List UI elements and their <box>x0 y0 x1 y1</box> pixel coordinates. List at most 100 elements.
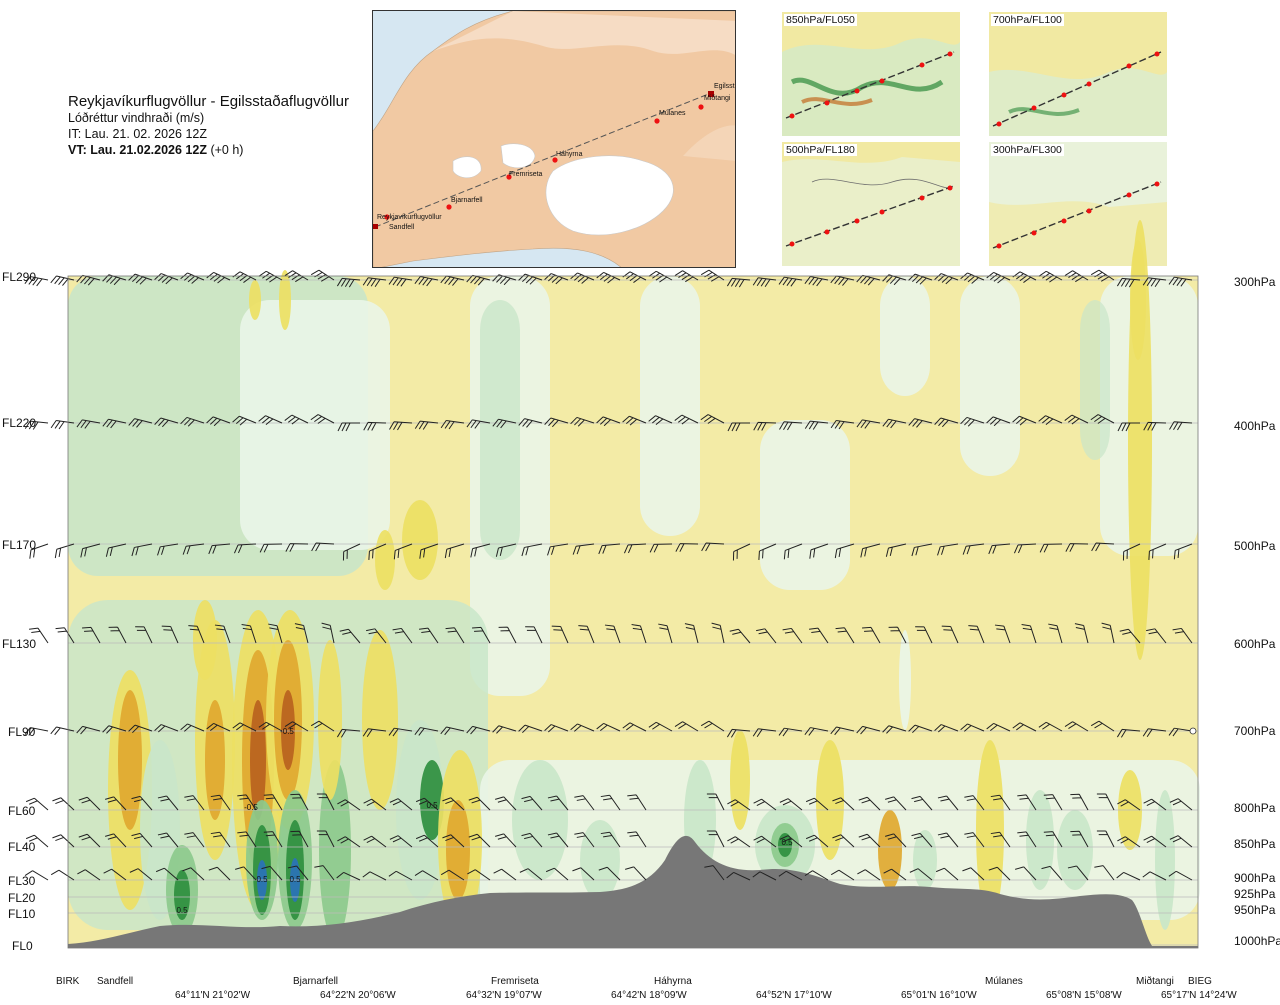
wind-barb <box>182 543 205 555</box>
wind-barb-stroke <box>414 727 439 736</box>
wind-barb-stroke <box>1090 414 1115 424</box>
wind-barb <box>419 543 439 559</box>
wind-barb <box>858 833 881 848</box>
chart-header: Reykjavíkurflugvöllur - Egilsstaðaflugvö… <box>68 94 349 158</box>
wind-barb-stroke <box>804 420 829 430</box>
wind-barb <box>237 794 257 811</box>
wind-barb-stroke <box>753 798 777 811</box>
wind-barb <box>24 727 49 736</box>
wind-barb-stroke <box>337 836 361 848</box>
wind-barb <box>466 419 491 429</box>
wind-barb-stroke <box>290 830 309 848</box>
wind-barb-stroke <box>50 275 75 286</box>
wind-barb-stroke <box>128 418 153 428</box>
wind-barb <box>882 725 907 734</box>
fl-label: FL40 <box>8 840 36 854</box>
wind-barb <box>544 417 569 428</box>
wind-barb-stroke <box>368 543 387 560</box>
wind-barb-stroke <box>729 628 751 644</box>
wind-barb-stroke <box>937 543 959 556</box>
wind-barb <box>753 421 777 431</box>
wind-barb-stroke <box>161 625 179 644</box>
wind-barb-stroke <box>726 871 751 881</box>
wind-barb <box>1090 269 1115 282</box>
wind-barb <box>468 833 491 848</box>
wind-barb-stroke <box>25 797 49 811</box>
wind-barb <box>1169 798 1193 811</box>
wind-barb <box>858 796 881 811</box>
wind-barb-stroke <box>544 273 569 285</box>
wind-barb-stroke <box>600 794 621 811</box>
wind-barb-stroke <box>1168 727 1193 737</box>
map-label-reykjavik: Reykjavíkurflugvöllur <box>377 214 442 221</box>
wind-barb <box>804 727 829 736</box>
wind-barb-stroke <box>336 728 361 738</box>
wind-barb <box>337 799 361 811</box>
wind-barb <box>440 419 465 430</box>
wind-barb-stroke <box>804 276 829 287</box>
wind-barb-stroke <box>105 543 127 557</box>
wind-barb <box>1117 799 1141 811</box>
wind-barb <box>388 276 413 287</box>
wind-barb-stroke <box>1065 543 1089 552</box>
wind-barb-stroke <box>290 793 309 811</box>
wind-barb <box>674 414 699 425</box>
wind-barb-stroke <box>1117 799 1141 811</box>
wind-barb <box>937 543 959 556</box>
wind-barb-stroke <box>50 726 75 736</box>
wind-barb <box>1116 871 1141 881</box>
wind-barb-stroke <box>835 627 855 644</box>
wind-barb <box>674 270 699 283</box>
wind-barb <box>310 414 335 424</box>
wind-barb-stroke <box>604 624 621 644</box>
wind-barb-stroke <box>206 416 231 427</box>
wind-barb-stroke <box>316 830 335 848</box>
vertical-motion-cell <box>318 640 342 800</box>
wind-barb-stroke <box>962 867 985 881</box>
wind-barb-stroke <box>885 796 907 811</box>
wind-barb <box>519 868 543 881</box>
mini-map-300-label: 300hPa/FL300 <box>991 144 1064 156</box>
wind-barb-stroke <box>80 543 101 558</box>
wind-barb-stroke <box>598 543 621 555</box>
wind-barb <box>1038 721 1063 732</box>
chart-subtitle: Lóðréttur vindhraði (m/s) <box>68 111 205 125</box>
wind-barb-stroke <box>495 796 517 811</box>
chart-title: Reykjavíkurflugvöllur - Egilsstaðaflugvö… <box>68 93 349 110</box>
wind-barb-stroke <box>50 869 75 881</box>
contour-label: 0.5 <box>781 838 793 847</box>
wind-barb-stroke <box>990 794 1011 811</box>
wind-barb-stroke <box>467 869 491 881</box>
wind-barb-stroke <box>675 543 699 552</box>
wind-barb <box>964 795 985 811</box>
wind-barb <box>631 624 647 644</box>
wind-barb-stroke <box>129 868 153 881</box>
wind-barb <box>885 543 907 557</box>
hpa-label: 700hPa <box>1234 724 1276 738</box>
wind-barb-stroke <box>105 833 127 848</box>
wind-barb-stroke <box>544 724 569 733</box>
vertical-motion-cell <box>193 600 217 680</box>
wind-barb <box>157 543 179 556</box>
wind-barb <box>131 832 153 848</box>
wind-barb-stroke <box>184 795 205 811</box>
wind-barb-stroke <box>235 866 257 881</box>
wind-barb <box>968 625 985 644</box>
wind-barb <box>962 867 985 881</box>
wind-barb <box>960 416 985 427</box>
wind-barb-stroke <box>188 625 205 644</box>
mini-map-850-drawing <box>782 12 960 136</box>
wind-barb-stroke <box>419 627 439 644</box>
wind-barb <box>574 795 595 811</box>
wind-barb <box>157 795 179 811</box>
wind-barb <box>472 626 491 644</box>
wind-barb <box>1168 276 1193 287</box>
wind-barb-stroke <box>547 832 569 848</box>
wind-barb <box>444 543 465 559</box>
fl-label: FL60 <box>8 804 36 818</box>
wind-barb-stroke <box>337 422 360 432</box>
wind-barb <box>184 795 205 811</box>
wind-barb-stroke <box>336 277 361 288</box>
wind-barb-stroke <box>182 543 205 555</box>
wind-barb-stroke <box>440 869 465 881</box>
